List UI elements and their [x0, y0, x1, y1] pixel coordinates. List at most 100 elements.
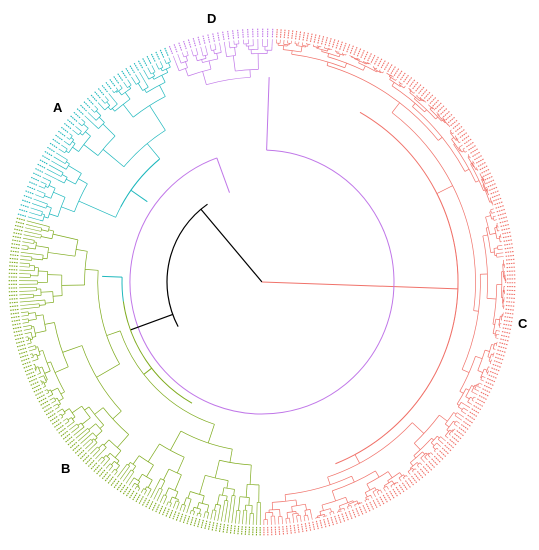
leaf-edge-b — [172, 500, 177, 509]
leaf-label-c — [401, 482, 408, 491]
branch-c — [493, 248, 496, 256]
branch-c — [467, 156, 474, 167]
branch-c — [330, 508, 332, 513]
branch-b — [42, 350, 51, 372]
leaf-edge-a — [159, 61, 164, 68]
branch-c — [398, 81, 403, 85]
branch-c — [292, 512, 299, 515]
leaf-edge-a — [104, 96, 109, 101]
branch-c — [439, 414, 448, 422]
leaf-label-c — [406, 76, 413, 85]
leaf-label-a — [66, 118, 75, 126]
branch-c — [477, 370, 483, 373]
branch-c — [502, 290, 504, 304]
branch-b — [54, 397, 58, 400]
branch-b — [43, 375, 47, 383]
branch-c — [453, 412, 457, 415]
leaf-label-a — [155, 51, 160, 60]
branch-d — [214, 52, 222, 55]
branch-b — [94, 437, 98, 441]
branch-a — [102, 123, 116, 137]
branch-c — [327, 422, 413, 478]
leaf-edge-b — [249, 513, 251, 525]
branch-b — [205, 511, 209, 513]
cluster-stem-d — [266, 77, 270, 151]
leaf-label-c — [449, 439, 457, 446]
leaf-label-a — [46, 146, 55, 153]
leaf-edge-b — [245, 510, 248, 525]
leaf-edge-b — [193, 511, 195, 516]
branch-a — [142, 86, 149, 91]
branch-d — [234, 47, 236, 56]
branch-b — [169, 496, 173, 503]
branch-b — [159, 487, 163, 490]
leaf-edge-d — [223, 41, 227, 52]
leaf-label-b — [182, 514, 187, 524]
leaf-edge-b — [80, 436, 89, 444]
leaf-label-c — [475, 401, 484, 408]
leaf-edge-b — [22, 321, 29, 324]
branch-b — [106, 453, 111, 457]
leaf-edge-b — [111, 468, 115, 474]
branch-c — [412, 103, 416, 107]
branch-c — [344, 63, 347, 68]
leaf-edge-c — [350, 505, 353, 508]
leaf-label-c — [342, 42, 347, 52]
branch-c — [366, 483, 371, 491]
leaf-label-b — [16, 217, 26, 221]
leaf-edge-c — [491, 212, 495, 214]
leaf-edge-d — [219, 42, 222, 51]
leaf-label-c — [504, 247, 514, 250]
leaf-label-b — [29, 381, 39, 387]
leaf-edge-c — [464, 150, 467, 153]
branch-a — [121, 87, 123, 89]
branch-b — [66, 418, 70, 422]
leaf-label-a — [39, 159, 48, 165]
leaf-edge-b — [235, 510, 238, 524]
leaf-label-a — [26, 185, 36, 191]
leaf-label-c — [302, 31, 306, 41]
branch-c — [445, 423, 450, 428]
branch-c — [412, 467, 415, 471]
leaf-label-b — [204, 520, 208, 530]
branch-b — [157, 478, 161, 485]
leaf-label-d — [237, 29, 239, 39]
branch-a — [64, 148, 68, 153]
leaf-label-b — [43, 406, 52, 413]
branch-b — [92, 432, 98, 438]
leaf-edge-b — [23, 234, 41, 239]
branch-c — [432, 442, 437, 448]
leaf-label-a — [57, 130, 66, 137]
branch-b — [214, 460, 220, 479]
leaf-label-c — [496, 208, 506, 213]
branch-a — [45, 185, 49, 188]
leaf-label-a — [76, 107, 84, 115]
leaf-label-c — [433, 455, 442, 463]
branch-b — [35, 245, 49, 249]
branch-c — [471, 385, 475, 388]
leaf-label-b — [24, 368, 34, 373]
branch-b — [177, 499, 179, 502]
leaf-label-a — [30, 176, 40, 182]
leaf-edge-b — [20, 311, 29, 314]
leaf-edge-c — [495, 337, 499, 339]
leaf-label-b — [14, 224, 24, 228]
branch-b — [159, 443, 185, 458]
branch-c — [377, 488, 380, 491]
branch-a — [49, 213, 58, 217]
branch-a — [107, 106, 111, 111]
branch-a — [110, 103, 118, 111]
branch-c — [420, 457, 423, 460]
branch-b — [60, 391, 65, 395]
leaf-label-c — [412, 81, 419, 90]
leaf-edge-a — [101, 99, 106, 104]
branch-b — [64, 408, 70, 413]
leaf-label-c — [506, 266, 516, 269]
leaf-label-c — [505, 308, 515, 311]
leaf-label-c — [457, 128, 466, 135]
leaf-label-d — [187, 38, 192, 48]
leaf-edge-b — [75, 428, 88, 439]
leaf-edge-b — [90, 446, 98, 455]
leaf-label-c — [477, 398, 486, 404]
branch-b — [102, 407, 129, 435]
